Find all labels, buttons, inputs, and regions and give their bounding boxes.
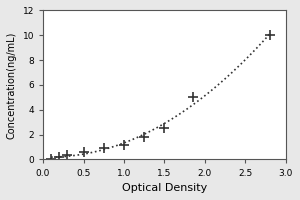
Y-axis label: Concentration(ng/mL): Concentration(ng/mL) — [7, 31, 17, 139]
X-axis label: Optical Density: Optical Density — [122, 183, 207, 193]
